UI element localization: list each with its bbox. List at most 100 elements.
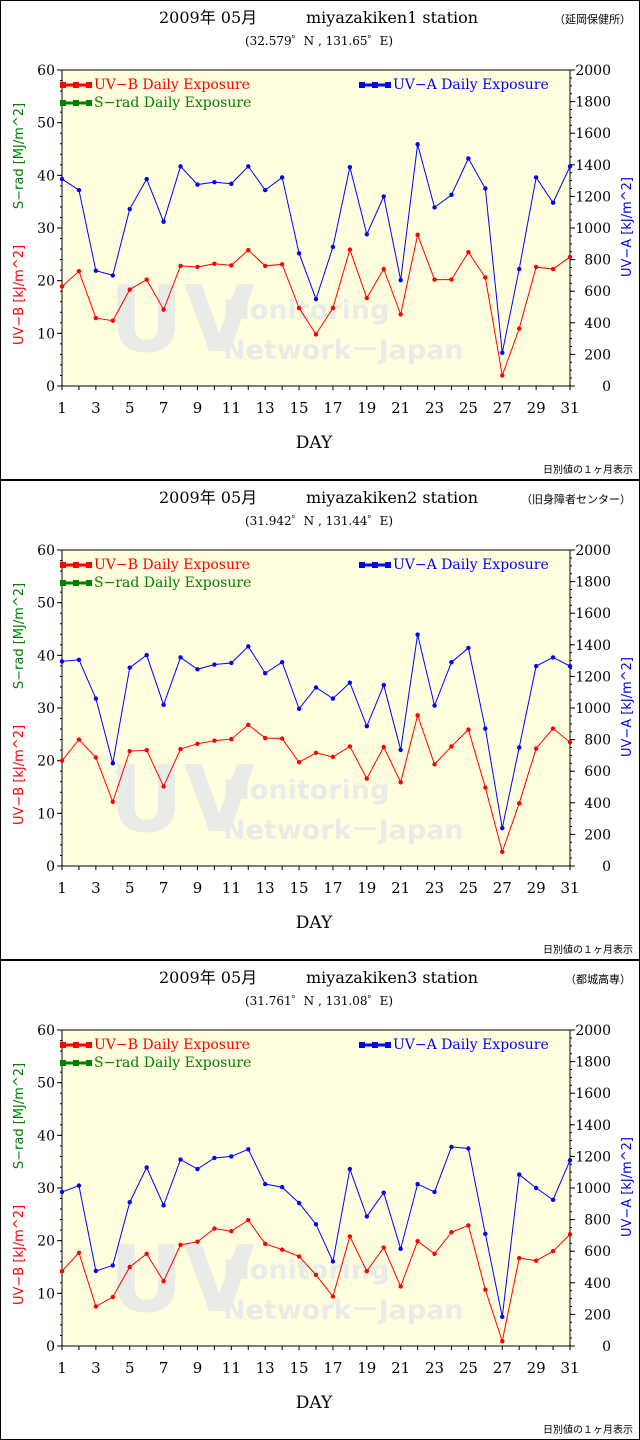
legend-srad-marker (86, 100, 92, 106)
legend-uvb-marker (60, 1042, 66, 1048)
right-tick-label: 1600 (575, 606, 611, 622)
data-point-uvb (59, 1269, 65, 1274)
data-point-uvb (161, 1279, 166, 1284)
x-axis-label: DAY (296, 1393, 333, 1413)
x-tick-label: 27 (493, 879, 512, 897)
right-tick-label: 600 (584, 284, 611, 300)
data-point-uva (296, 251, 302, 256)
data-point-uva (110, 1263, 116, 1268)
data-point-uva (195, 1166, 200, 1172)
data-point-uva (296, 1200, 302, 1206)
x-axis-label: DAY (296, 433, 333, 453)
left-tick-label: 0 (46, 1339, 55, 1355)
y-axis-label-uvb: UV−B [kJ/m^2] (12, 245, 27, 345)
data-point-uva (263, 187, 268, 193)
left-tick-label: 40 (37, 648, 55, 664)
left-tick-label: 10 (37, 326, 55, 342)
x-tick-label: 7 (159, 1359, 169, 1377)
data-point-uva (161, 1203, 166, 1208)
legend-uva-marker (372, 1042, 378, 1048)
right-tick-label: 1600 (575, 1086, 611, 1102)
x-tick-label: 29 (527, 399, 546, 417)
data-point-uvb (229, 736, 234, 742)
data-point-uvb (449, 744, 454, 749)
left-tick-label: 60 (37, 543, 55, 559)
data-point-uva (144, 1165, 149, 1170)
data-point-uvb (466, 1223, 471, 1228)
legend-srad-marker (60, 580, 66, 586)
data-point-uvb (110, 799, 116, 804)
data-point-uva (330, 696, 336, 701)
x-tick-label: 21 (391, 879, 410, 897)
data-point-uva (296, 706, 302, 711)
data-point-uvb (93, 755, 99, 760)
right-tick-label: 200 (584, 347, 611, 363)
y-axis-label-uva: UV−A [kJ/m^2] (620, 657, 635, 757)
left-tick-label: 10 (37, 1286, 55, 1302)
legend-srad-marker (73, 100, 79, 106)
data-point-uva (279, 659, 285, 665)
right-tick-label: 1400 (575, 638, 611, 654)
data-point-uva (110, 761, 116, 766)
data-point-uva (483, 186, 488, 191)
chart-panel-3: 2009年 05月 miyazakiken3 station （都城高専） (31.7… (0, 960, 640, 1440)
x-tick-label: 25 (459, 879, 478, 897)
right-tick-label: 0 (602, 859, 611, 875)
data-point-uva (432, 703, 437, 708)
chart-svg-3: 2009年 05月 miyazakiken3 station （都城高専） (31.7… (12, 968, 635, 1436)
x-tick-label: 7 (159, 399, 169, 417)
station-location: （延岡保健所） (554, 12, 631, 26)
data-point-uva (127, 206, 132, 212)
data-point-uvb (178, 746, 183, 752)
data-point-uva (110, 273, 116, 278)
legend-uvb-marker (73, 1042, 79, 1048)
x-tick-label: 13 (256, 879, 275, 897)
data-point-uva (279, 175, 285, 180)
legend-uva-label: UV−A Daily Exposure (393, 557, 549, 573)
right-tick-label: 400 (584, 316, 611, 332)
x-tick-label: 5 (125, 1359, 135, 1377)
x-tick-label: 27 (493, 399, 512, 417)
left-tick-label: 60 (37, 1023, 55, 1039)
right-tick-label: 600 (584, 764, 611, 780)
legend-srad-marker (60, 1060, 66, 1066)
right-tick-label: 200 (584, 1307, 611, 1323)
data-point-uvb (533, 1258, 539, 1263)
data-point-uvb (517, 326, 522, 331)
legend-srad-marker (73, 1060, 79, 1066)
data-point-uvb (330, 754, 336, 760)
data-point-uva (364, 1214, 369, 1219)
legend-uvb-marker (60, 82, 66, 88)
x-tick-label: 21 (391, 1359, 410, 1377)
data-point-uvb (161, 784, 166, 789)
left-tick-label: 20 (37, 274, 55, 290)
footer-note: 日別値の１ヶ月表示 (543, 463, 633, 476)
data-point-uvb (246, 247, 251, 253)
legend-uva-label: UV−A Daily Exposure (393, 1037, 549, 1053)
data-point-uva (415, 632, 420, 637)
x-tick-label: 9 (193, 1359, 203, 1377)
x-tick-label: 17 (323, 399, 342, 417)
right-tick-label: 1800 (575, 575, 611, 591)
data-point-uva (466, 645, 471, 651)
data-point-uvb (432, 1251, 437, 1257)
data-point-uvb (415, 713, 420, 718)
data-point-uvb (263, 735, 268, 741)
y-axis-label-srad: S−rad [MJ/m^2] (12, 1063, 27, 1169)
data-point-uvb (229, 1228, 234, 1234)
legend-uvb-label: UV−B Daily Exposure (94, 77, 250, 93)
data-point-uva (93, 268, 99, 273)
data-point-uvb (517, 801, 522, 806)
data-point-uvb (533, 264, 539, 270)
data-point-uvb (144, 277, 149, 282)
data-point-uvb (110, 318, 116, 323)
data-point-uva (449, 1144, 454, 1150)
right-tick-label: 1200 (575, 1149, 611, 1165)
x-tick-label: 23 (425, 879, 444, 897)
data-point-uva (398, 277, 403, 283)
data-point-uva (178, 655, 183, 660)
x-tick-label: 13 (256, 1359, 275, 1377)
data-point-uvb (381, 744, 386, 750)
x-tick-label: 19 (357, 1359, 376, 1377)
data-point-uvb (381, 1245, 386, 1250)
